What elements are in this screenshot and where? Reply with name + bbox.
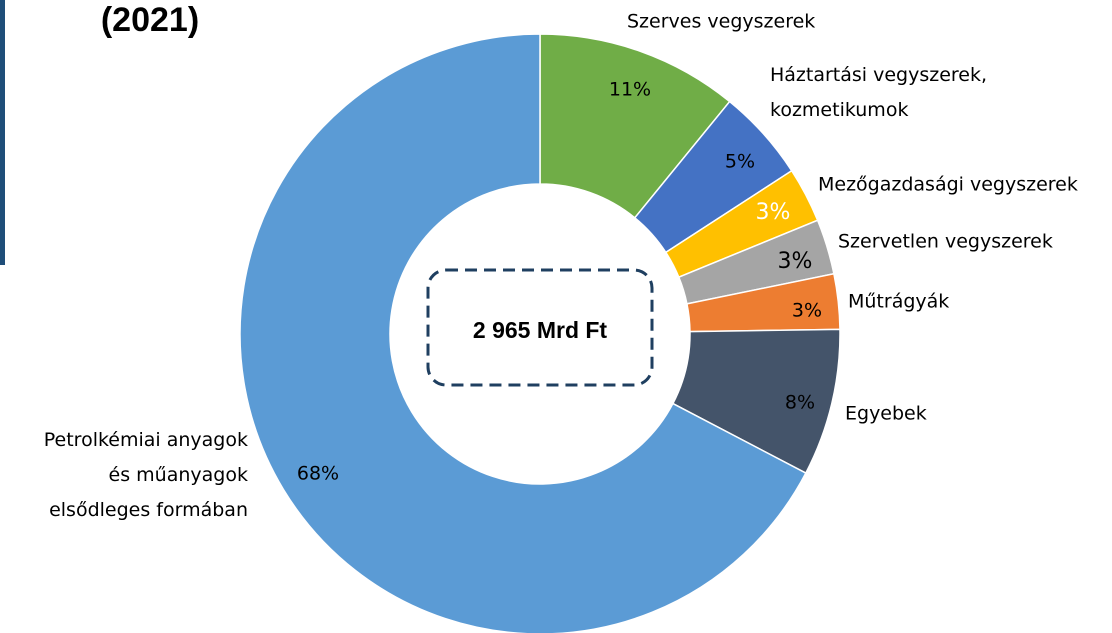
label-line: kozmetikumok <box>770 99 908 121</box>
center-box <box>426 268 654 387</box>
side-bar <box>0 0 5 265</box>
category-label: Petrolkémiai anyagok és műanyagok elsődleg… <box>44 429 248 521</box>
value-label: 8% <box>785 392 815 414</box>
center-label: 2 965 Mrd Ft <box>473 317 608 343</box>
category-label: Mezőgazdasági vegyszerek <box>818 174 1078 196</box>
value-label: 3% <box>778 249 813 274</box>
category-label: Háztartási vegyszerek, kozmetikumok <box>770 64 987 121</box>
label-line: és műanyagok <box>109 464 248 486</box>
donut-slice <box>239 33 807 633</box>
category-label: Egyebek <box>845 403 927 425</box>
chart-title: (2021) <box>101 1 199 39</box>
category-label: Szervetlen vegyszerek <box>838 231 1053 253</box>
value-label: 68% <box>297 463 339 485</box>
label-line: Petrolkémiai anyagok <box>44 429 248 451</box>
value-label: 11% <box>609 79 651 101</box>
value-label: 3% <box>756 200 791 225</box>
value-label: 3% <box>792 300 822 322</box>
value-label: 5% <box>725 151 755 173</box>
label-line: elsődleges formában <box>49 499 248 521</box>
category-label: Műtrágyák <box>848 291 949 313</box>
label-line: Háztartási vegyszerek, <box>770 64 987 86</box>
category-label: Szerves vegyszerek <box>627 11 815 33</box>
